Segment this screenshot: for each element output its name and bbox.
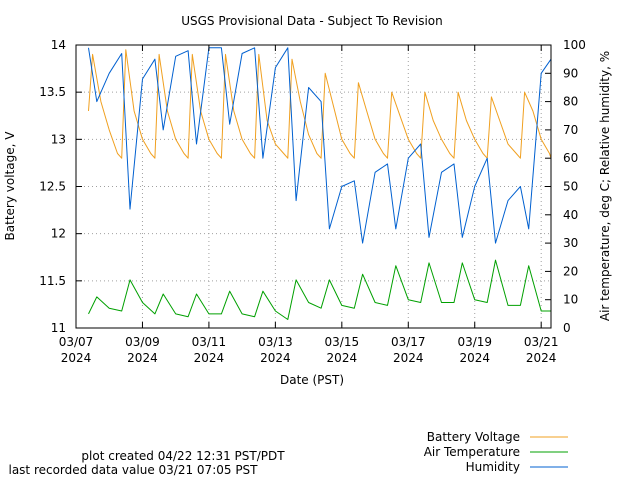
axes-layer <box>75 44 552 329</box>
y-right-tick-label: 20 <box>563 264 578 278</box>
x-tick-label: 03/11 <box>192 335 227 349</box>
x-axis-title: Date (PST) <box>280 373 344 387</box>
grid-layer <box>76 45 551 328</box>
y-left-tick-label: 13.5 <box>39 85 66 99</box>
y-right-tick-label: 80 <box>563 95 578 109</box>
x-tick-year-label: 2024 <box>260 351 291 365</box>
plot-frame <box>75 44 552 329</box>
x-tick-year-label: 2024 <box>127 351 158 365</box>
y-right-tick-label: 100 <box>563 38 586 52</box>
y-right-tick-label: 50 <box>563 180 578 194</box>
y-left-tick-label: 14 <box>51 38 66 52</box>
y-left-tick-label: 12 <box>51 227 66 241</box>
y-right-tick-label: 40 <box>563 208 578 222</box>
x-tick-label: 03/15 <box>325 335 360 349</box>
y-left-tick-label: 12.5 <box>39 180 66 194</box>
x-tick-year-label: 2024 <box>459 351 490 365</box>
x-tick-label: 03/19 <box>457 335 492 349</box>
x-tick-label: 03/07 <box>59 335 94 349</box>
last-recorded-text: last recorded data value 03/21 07:05 PST <box>8 463 258 477</box>
y-right-tick-label: 30 <box>563 236 578 250</box>
legend-label-humidity: Humidity <box>466 460 520 474</box>
x-tick-label: 03/21 <box>524 335 559 349</box>
x-tick-label: 03/17 <box>391 335 426 349</box>
series-humidity-line <box>88 47 552 244</box>
y-right-tick-label: 10 <box>563 293 578 307</box>
y-right-tick-label: 90 <box>563 66 578 80</box>
y-left-axis-title: Battery voltage, V <box>3 131 17 241</box>
x-tick-year-label: 2024 <box>393 351 424 365</box>
y-right-tick-label: 60 <box>563 151 578 165</box>
series-air-temperature-line <box>88 259 551 320</box>
x-tick-year-label: 2024 <box>194 351 225 365</box>
x-tick-year-label: 2024 <box>61 351 92 365</box>
x-tick-label: 03/13 <box>258 335 293 349</box>
plot-created-text: plot created 04/22 12:31 PST/PDT <box>81 449 285 463</box>
legend-label-air-temperature: Air Temperature <box>424 445 520 459</box>
series-battery-voltage-line <box>88 49 552 159</box>
y-right-tick-label: 0 <box>563 321 571 335</box>
y-left-tick-label: 13 <box>51 132 66 146</box>
y-right-axis-title: Air temperature, deg C; Relative humidit… <box>598 51 612 321</box>
legend-label-battery-voltage: Battery Voltage <box>427 430 520 444</box>
y-left-tick-label: 11.5 <box>39 274 66 288</box>
x-tick-year-label: 2024 <box>327 351 358 365</box>
x-tick-year-label: 2024 <box>526 351 557 365</box>
y-left-tick-label: 11 <box>51 321 66 335</box>
series-layer <box>88 47 552 320</box>
tick-layer: 11 11.5 12 12.5 13 13.5 14 0 10 20 30 40 50 60 70 80 90 1… <box>39 38 586 365</box>
y-right-tick-label: 70 <box>563 123 578 137</box>
x-tick-label: 03/09 <box>125 335 160 349</box>
chart-title: USGS Provisional Data - Subject To Revis… <box>181 14 443 28</box>
